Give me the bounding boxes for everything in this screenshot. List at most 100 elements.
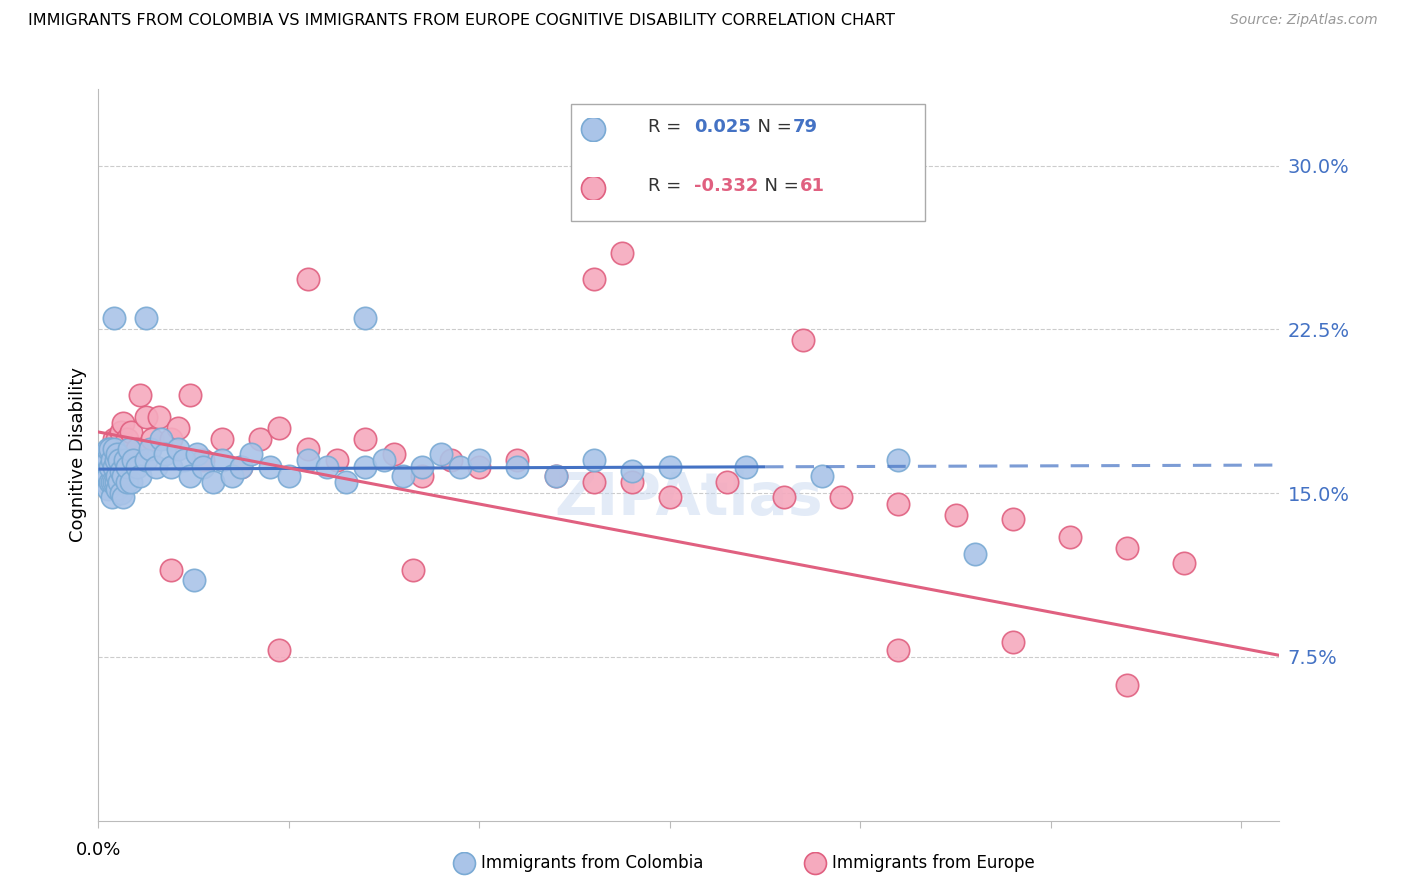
Text: ZIPAtlas: ZIPAtlas — [554, 470, 824, 527]
Point — [316, 459, 339, 474]
Point — [103, 311, 125, 326]
Point — [129, 388, 152, 402]
Point — [354, 432, 377, 446]
Point — [120, 475, 142, 490]
Text: Source: ZipAtlas.com: Source: ZipAtlas.com — [1230, 13, 1378, 28]
Point — [94, 447, 117, 461]
Point — [103, 475, 125, 490]
Point — [582, 272, 605, 286]
Point — [97, 468, 120, 483]
Point — [269, 643, 291, 657]
Point — [259, 459, 281, 474]
Point — [159, 563, 181, 577]
Text: 0.0%: 0.0% — [76, 841, 121, 859]
Point — [100, 453, 122, 467]
Point — [887, 453, 910, 467]
Point — [186, 447, 208, 461]
Point — [103, 459, 125, 474]
Point — [125, 459, 148, 474]
Point — [94, 475, 117, 490]
Point — [115, 459, 138, 474]
Point — [118, 442, 141, 457]
Point — [506, 459, 529, 474]
Point — [112, 468, 135, 483]
Point — [167, 442, 190, 457]
Point — [1059, 530, 1081, 544]
Point — [1001, 512, 1024, 526]
Text: R =: R = — [648, 177, 686, 194]
Text: -0.332: -0.332 — [695, 177, 758, 194]
Text: IMMIGRANTS FROM COLOMBIA VS IMMIGRANTS FROM EUROPE COGNITIVE DISABILITY CORRELAT: IMMIGRANTS FROM COLOMBIA VS IMMIGRANTS F… — [28, 13, 896, 29]
Point — [98, 442, 121, 457]
Point — [103, 442, 125, 457]
Point — [297, 453, 319, 467]
Point — [231, 459, 253, 474]
Point — [159, 432, 181, 446]
Point — [239, 447, 262, 461]
Point — [193, 453, 215, 467]
Point — [411, 468, 433, 483]
Point — [112, 491, 135, 505]
Point — [221, 468, 243, 483]
Point — [193, 459, 215, 474]
Point — [211, 432, 233, 446]
Point — [135, 453, 157, 467]
Point — [120, 425, 142, 439]
Point — [104, 447, 127, 461]
Point — [121, 453, 143, 467]
Point — [107, 482, 129, 496]
Point — [1116, 678, 1139, 692]
Text: N =: N = — [747, 118, 797, 136]
Point — [159, 459, 181, 474]
Point — [114, 453, 136, 467]
Point — [277, 468, 299, 483]
Point — [98, 475, 121, 490]
Point — [108, 453, 131, 467]
Point — [382, 447, 405, 461]
Point — [97, 468, 120, 483]
Point — [211, 453, 233, 467]
Point — [110, 464, 132, 478]
Point — [658, 491, 681, 505]
Point — [97, 482, 120, 496]
Point — [107, 447, 129, 461]
Point — [544, 468, 567, 483]
Point — [582, 453, 605, 467]
Point — [173, 453, 195, 467]
Point — [792, 333, 814, 347]
Text: 79: 79 — [793, 118, 817, 136]
Point — [98, 459, 121, 474]
Point — [135, 311, 157, 326]
Point — [1116, 541, 1139, 555]
Text: Immigrants from Colombia: Immigrants from Colombia — [481, 855, 703, 872]
Point — [589, 814, 612, 828]
Y-axis label: Cognitive Disability: Cognitive Disability — [69, 368, 87, 542]
Text: Immigrants from Europe: Immigrants from Europe — [832, 855, 1035, 872]
Point — [110, 486, 132, 500]
Point — [830, 491, 852, 505]
Point — [93, 468, 115, 483]
Point — [354, 459, 377, 474]
Point — [201, 475, 224, 490]
Point — [115, 432, 138, 446]
FancyBboxPatch shape — [571, 103, 925, 221]
Point — [93, 453, 115, 467]
Point — [716, 475, 738, 490]
Point — [97, 447, 120, 461]
Point — [335, 475, 357, 490]
Point — [453, 856, 475, 871]
Point — [392, 468, 415, 483]
Point — [179, 388, 201, 402]
Point — [658, 459, 681, 474]
Point — [582, 181, 605, 195]
Text: R =: R = — [648, 118, 686, 136]
Point — [145, 459, 167, 474]
Point — [97, 453, 120, 467]
Point — [811, 468, 834, 483]
Point — [430, 447, 453, 461]
Point — [100, 475, 122, 490]
Point — [97, 442, 120, 457]
Point — [103, 432, 125, 446]
Point — [107, 432, 129, 446]
Point — [129, 468, 152, 483]
